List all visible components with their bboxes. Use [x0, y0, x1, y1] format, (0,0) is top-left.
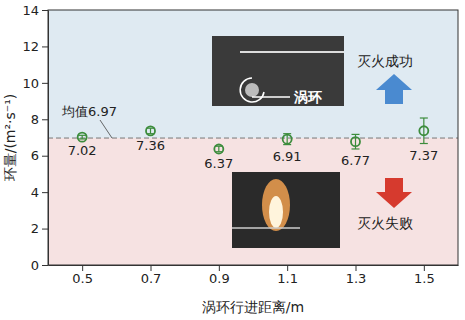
tick-mark: [356, 265, 357, 271]
error-bar: [283, 134, 291, 145]
tick: 0.5: [72, 265, 93, 286]
tick-label: 1.5: [414, 271, 435, 286]
tick-label: 0.5: [72, 271, 93, 286]
tick: 0.7: [141, 265, 162, 286]
point: [146, 126, 155, 135]
tick-label: 1.1: [277, 271, 298, 286]
axis-line: [49, 265, 459, 266]
tick-label: 4: [31, 185, 39, 200]
x-axis-title: 涡环行进距离/m: [202, 299, 304, 315]
tick-mark: [42, 83, 48, 84]
tick-label: 14: [22, 3, 39, 18]
tick-mark: [82, 265, 83, 271]
tick: 0: [31, 258, 48, 273]
down-arrow: [376, 178, 412, 208]
tick-mark: [42, 265, 48, 266]
photo-flame-core: [269, 196, 283, 228]
tick: 10: [22, 76, 48, 91]
tick-mark: [42, 10, 48, 11]
up-arrow: [376, 74, 412, 104]
error-bar-part: [352, 148, 360, 149]
error-bar-part: [78, 135, 86, 136]
point: [214, 144, 223, 153]
error-bar-part: [218, 146, 219, 151]
error-bar: [420, 118, 428, 144]
tick-label: 10: [22, 76, 39, 91]
tick-mark: [151, 265, 152, 271]
photo-line: [232, 227, 300, 229]
tick-label: 8: [31, 112, 39, 127]
success-label: 灭火成功: [357, 53, 413, 69]
failure-region: [48, 138, 458, 265]
tick-mark: [42, 192, 48, 193]
photo-ring: [245, 83, 259, 97]
tick: 8: [31, 112, 48, 127]
tick-label: 1.3: [346, 271, 367, 286]
tick: 6: [31, 148, 48, 163]
tick: 4: [31, 185, 48, 200]
data-label: 7.36: [136, 138, 165, 153]
photo-bg: [232, 172, 340, 248]
tick: 2: [31, 221, 48, 236]
failure-label: 灭火失败: [357, 215, 413, 231]
point: [419, 126, 428, 135]
error-bar: [147, 128, 155, 133]
tick: 12: [22, 39, 48, 54]
tick-mark: [42, 46, 48, 47]
tick-mark: [287, 265, 288, 271]
error-bar-part: [78, 138, 86, 139]
mean-line: [48, 138, 458, 139]
tick: 14: [22, 3, 48, 18]
mean-leader: [100, 120, 112, 138]
tick-mark: [42, 229, 48, 230]
mean-label: 均值6.97: [61, 104, 117, 119]
error-bar-part: [420, 117, 428, 118]
data-label: 7.02: [68, 143, 97, 158]
tick-mark: [42, 156, 48, 157]
photo-bg: [212, 36, 344, 106]
plot-area: [48, 10, 458, 265]
tick: 1.1: [277, 265, 298, 286]
plot-frame: [48, 10, 458, 265]
photo-pointer: [252, 96, 290, 98]
tick-label: 0.9: [209, 271, 230, 286]
error-bar-part: [150, 128, 151, 133]
x-axis: 0.5 0.7 0.9 1.1 1.3 1.5: [49, 265, 459, 286]
error-bar-part: [423, 118, 424, 144]
data-label: 6.91: [273, 149, 302, 164]
tick: 1.3: [346, 265, 367, 286]
tick-label: 6: [31, 148, 39, 163]
error-bar: [215, 146, 223, 151]
point: [78, 133, 87, 142]
error-bar-part: [420, 143, 428, 144]
tick-label: 0.7: [141, 271, 162, 286]
photo-vortex: 涡环: [212, 36, 344, 106]
data-label: 7.37: [409, 148, 438, 163]
error-bar: [352, 134, 360, 149]
data-label: 6.37: [204, 156, 233, 171]
tick: 0.9: [209, 265, 230, 286]
point: [351, 137, 360, 146]
y-axis: 0 2 4 6 8 10 12 14: [22, 3, 48, 273]
photo-swirl: [240, 78, 264, 102]
y-axis-title: 环量/(m²·s⁻¹): [2, 94, 18, 182]
data-label: 6.77: [341, 153, 370, 168]
tick: 1.5: [414, 265, 435, 286]
points: [78, 118, 429, 153]
error-bar: [78, 135, 86, 139]
tick-mark: [219, 265, 220, 271]
tick-label: 12: [22, 39, 39, 54]
success-region: [48, 10, 458, 138]
photo-flame: [232, 172, 340, 248]
tick-label: 0: [31, 258, 39, 273]
error-bar-part: [352, 134, 360, 135]
photo-flame-glow: [262, 179, 290, 231]
axis-line: [48, 11, 49, 266]
tick-mark: [42, 119, 48, 120]
point: [283, 135, 292, 144]
photo-line: [240, 51, 344, 53]
vortex-label: 涡环: [293, 89, 322, 105]
tick-mark: [424, 265, 425, 271]
tick-label: 2: [31, 221, 39, 236]
